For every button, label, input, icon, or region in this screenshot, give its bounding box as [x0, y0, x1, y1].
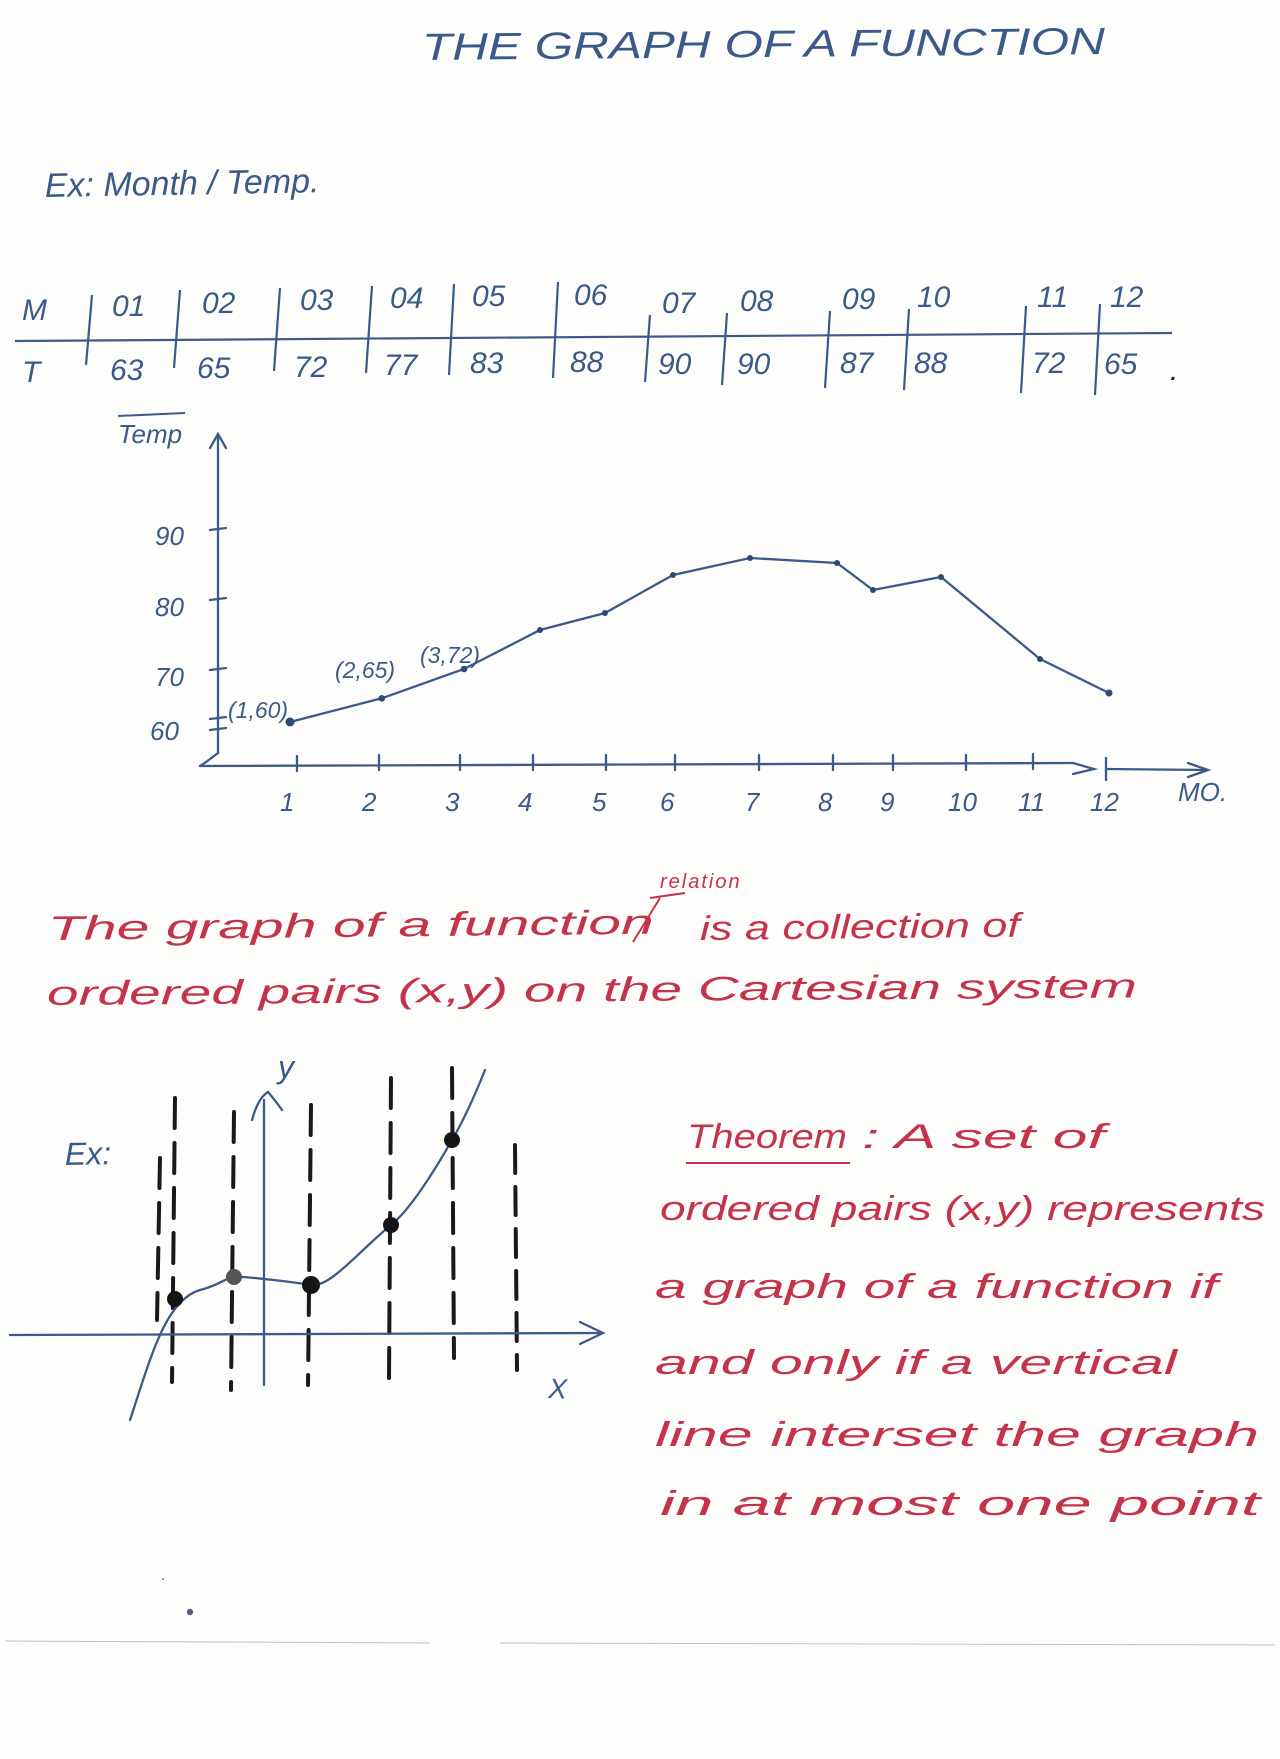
svg-text:line interset the graph: line interset the graph [655, 1416, 1259, 1454]
svg-text:and only if a vertical: and only if a vertical [655, 1344, 1179, 1382]
svg-text:ordered pairs (x,y) represents: ordered pairs (x,y) represents [660, 1190, 1265, 1228]
svg-text:in at most one point: in at most one point [660, 1485, 1263, 1523]
svg-text:: A set of: : A set of [862, 1118, 1112, 1156]
svg-text:a graph of a function if: a graph of a function if [655, 1268, 1224, 1306]
svg-text:Theorem: Theorem [687, 1118, 847, 1156]
